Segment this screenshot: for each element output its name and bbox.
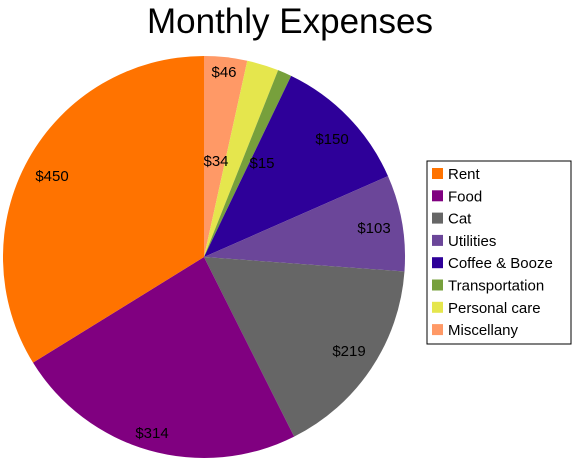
legend-label-miscellany: Miscellany <box>448 322 519 339</box>
data-label-personal-care: $34 <box>203 153 228 170</box>
legend-swatch-personal-care <box>432 301 443 313</box>
data-label-food: $314 <box>135 425 168 442</box>
slice-transportation <box>204 70 292 257</box>
data-label-transportation: $15 <box>249 155 274 172</box>
slice-miscellany <box>204 56 248 257</box>
legend-frame <box>426 160 572 345</box>
chart-title: Monthly Expenses <box>147 2 433 41</box>
legend-swatch-cat <box>432 212 443 224</box>
slice-utilities <box>204 176 406 272</box>
legend-label-utilities: Utilities <box>448 233 496 250</box>
legend-label-transportation: Transportation <box>448 278 544 295</box>
legend-swatch-miscellany <box>432 324 443 336</box>
legend-label-rent: Rent <box>448 166 481 183</box>
data-label-miscellany: $46 <box>211 64 236 81</box>
data-labels: $46 $34 $15 $150 $103 $219 $314 $450 <box>35 64 390 442</box>
legend-label-coffee-and-booze: Coffee & Booze <box>448 255 553 272</box>
legend-swatch-food <box>432 190 443 202</box>
legend-label-personal-care: Personal care <box>448 300 541 317</box>
slice-coffee-and-booze <box>204 75 388 257</box>
legend-swatch-rent <box>432 168 443 179</box>
data-label-rent: $450 <box>35 168 68 185</box>
data-label-utilities: $103 <box>357 220 390 237</box>
legend-swatch-utilities <box>432 234 443 246</box>
legend: Rent Food Cat Utilities Coffee & Booze Transp… <box>426 160 572 345</box>
slice-cat <box>204 257 405 437</box>
pie-slices <box>2 55 406 459</box>
data-label-cat: $219 <box>332 343 365 360</box>
slice-rent <box>2 55 204 363</box>
legend-swatch-transportation <box>432 279 443 291</box>
slice-personal-care <box>204 60 279 257</box>
legend-label-cat: Cat <box>448 211 472 228</box>
data-label-coffee-and-booze: $150 <box>315 131 348 148</box>
legend-swatch-coffee-and-booze <box>432 257 443 269</box>
legend-label-food: Food <box>448 188 482 205</box>
slice-food <box>33 257 295 459</box>
